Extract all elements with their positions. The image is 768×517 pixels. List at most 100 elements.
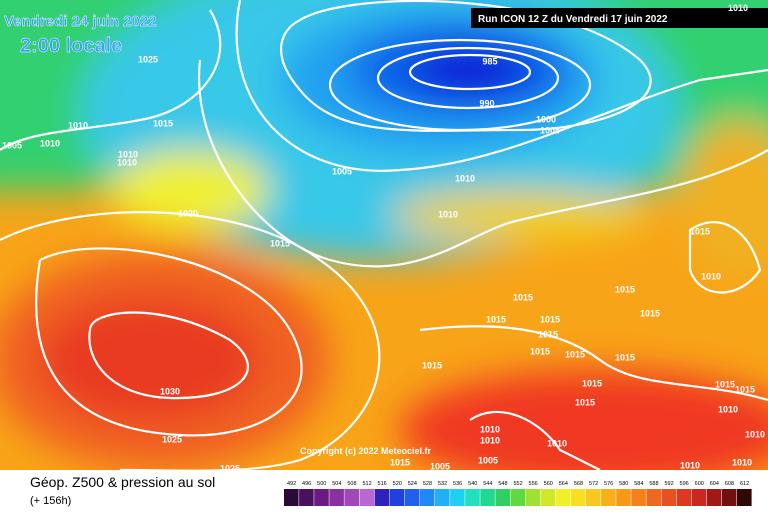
scale-swatch xyxy=(480,489,495,506)
scale-swatch xyxy=(510,489,526,506)
isobar-label: 1025 xyxy=(138,54,158,64)
scale-label: 596 xyxy=(680,481,689,487)
scale-swatch xyxy=(646,489,661,506)
scale-label: 508 xyxy=(347,481,356,487)
scale-label: 612 xyxy=(740,481,749,487)
scale-swatch xyxy=(419,489,435,506)
forecast-date: Vendredi 24 juin 2022 xyxy=(4,13,157,30)
forecast-time: 2:00 locale xyxy=(20,35,122,57)
scale-swatch xyxy=(435,489,450,506)
scale-swatch xyxy=(389,489,405,506)
copyright: Copyright (c) 2022 Meteociel.fr xyxy=(300,446,432,456)
scale-label: 580 xyxy=(619,481,628,487)
scale-swatch xyxy=(676,489,692,506)
isobar-label: 1025 xyxy=(220,463,240,473)
isobar-label: 990 xyxy=(479,98,494,108)
scale-swatch xyxy=(374,489,390,506)
isobar-label: 1025 xyxy=(162,434,182,444)
isobar-label: 1030 xyxy=(160,386,180,396)
isobar-label: 1015 xyxy=(540,314,560,324)
isobar-label: 1000 xyxy=(536,114,556,124)
scale-swatch xyxy=(404,489,420,506)
scale-label: 584 xyxy=(634,481,643,487)
scale-label: 516 xyxy=(378,481,387,487)
isobar-label: 1010 xyxy=(547,438,567,448)
run-banner xyxy=(471,8,768,28)
isobar-label: 1015 xyxy=(565,349,585,359)
scale-label: 520 xyxy=(393,481,402,487)
scale-swatch xyxy=(706,489,722,506)
isobar-label: 1010 xyxy=(680,460,700,470)
isobar-label: 1015 xyxy=(615,352,635,362)
scale-swatch xyxy=(570,489,586,506)
isobar-label: 1015 xyxy=(538,329,558,339)
scale-label: 528 xyxy=(423,481,432,487)
scale-swatch xyxy=(631,489,646,506)
scale-label: 500 xyxy=(317,481,326,487)
scale-label: 548 xyxy=(498,481,507,487)
scale-swatch xyxy=(661,489,677,506)
scale-label: 496 xyxy=(302,481,311,487)
isobar-label: 1010 xyxy=(701,271,721,281)
scale-swatch xyxy=(314,489,329,506)
color-scale: 492 496 500 504 508 512 516 520 524 528 532 536 540 5… xyxy=(284,481,752,506)
isobar-label: 1010 xyxy=(480,435,500,445)
isobar-label: 1015 xyxy=(690,226,710,236)
isobar-label: 1020 xyxy=(178,208,198,218)
scale-label: 608 xyxy=(725,481,734,487)
isobar-label: 1010 xyxy=(118,149,138,159)
scale-label: 560 xyxy=(544,481,553,487)
isobar-label: 1015 xyxy=(530,346,550,356)
scale-swatch xyxy=(525,489,541,506)
isobar-label: 985 xyxy=(482,56,497,66)
scale-swatch xyxy=(555,489,571,506)
scale-swatch xyxy=(601,489,616,506)
isobar-label: 1015 xyxy=(640,308,660,318)
isobar-label: 1015 xyxy=(575,397,595,407)
isobar-label: 1015 xyxy=(582,378,602,388)
isobar-label: 1015 xyxy=(422,360,442,370)
scale-label: 504 xyxy=(332,481,341,487)
scale-swatch xyxy=(540,489,556,506)
footer-subtitle: (+ 156h) xyxy=(30,495,71,507)
isobar-label: 1010 xyxy=(480,424,500,434)
isobar-label: 1015 xyxy=(615,284,635,294)
scale-swatch xyxy=(495,489,510,506)
isobar-label: 1010 xyxy=(745,429,765,439)
scale-swatch xyxy=(359,489,375,506)
scale-swatch xyxy=(450,489,465,506)
scale-swatch xyxy=(329,489,344,506)
scale-label: 600 xyxy=(695,481,704,487)
isobar-label: 1010 xyxy=(117,157,137,167)
scale-label: 532 xyxy=(438,481,447,487)
field-background xyxy=(0,0,768,490)
scale-label: 552 xyxy=(513,481,522,487)
scale-label: 540 xyxy=(468,481,477,487)
isobar-label: 1015 xyxy=(715,379,735,389)
scale-swatch xyxy=(284,489,299,506)
scale-swatch xyxy=(344,489,359,506)
isobar-label: 1005 xyxy=(332,166,352,176)
scale-label: 544 xyxy=(483,481,492,487)
isobar-label: 1015 xyxy=(390,457,410,467)
scale-swatch xyxy=(721,489,737,506)
isobar-label: 1005 xyxy=(478,455,498,465)
isobar-label: 1010 xyxy=(718,404,738,414)
corner-label: 1010 xyxy=(728,3,748,13)
scale-swatch xyxy=(616,489,631,506)
scale-swatch xyxy=(691,489,707,506)
scale-label: 564 xyxy=(559,481,568,487)
isobar-label: 1005 xyxy=(430,461,450,471)
scale-label: 492 xyxy=(287,481,296,487)
isobar-label: 1010 xyxy=(732,457,752,467)
scale-label: 576 xyxy=(604,481,613,487)
scale-label: 524 xyxy=(408,481,417,487)
isobar-label: 1010 xyxy=(455,173,475,183)
run-label: Run ICON 12 Z du Vendredi 17 juin 2022 xyxy=(478,14,668,25)
scale-label: 572 xyxy=(589,481,598,487)
scale-label: 604 xyxy=(710,481,719,487)
scale-swatch xyxy=(465,489,480,506)
scale-label: 536 xyxy=(453,481,462,487)
